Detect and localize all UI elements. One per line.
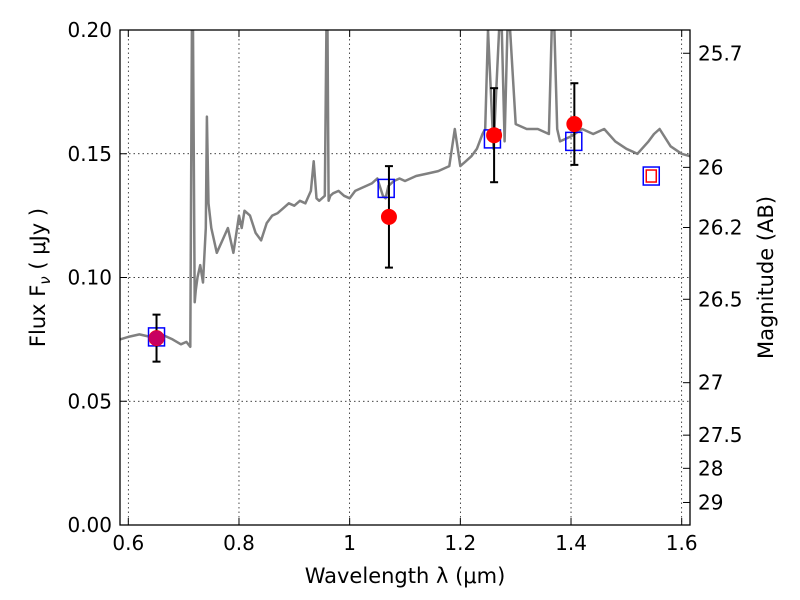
photometry-layer — [147, 82, 661, 363]
grid-lines — [120, 29, 690, 526]
x-tick-label: 1.6 — [666, 531, 698, 555]
spectrum-layer — [120, 30, 690, 349]
y-tick-label: 0.00 — [67, 513, 112, 537]
x-tick-label: 1.4 — [555, 531, 587, 555]
y-axis-label-unit: ( μJy ) — [26, 208, 50, 276]
observed-point — [566, 116, 583, 133]
tick-marks — [120, 29, 690, 526]
synthetic-photometry-square — [645, 169, 658, 183]
x-tick-label: 0.8 — [223, 531, 255, 555]
x-tick-label: 0.6 — [112, 531, 144, 555]
x-axis-label: Wavelength λ (μm) — [305, 564, 506, 588]
model-spectrum-line — [120, 30, 690, 349]
right-tick-label: 26 — [698, 155, 723, 179]
observed-point — [486, 127, 503, 144]
y-tick-label: 0.20 — [67, 18, 112, 42]
y-tick-label: 0.15 — [67, 142, 112, 166]
x-tick-label: 1.2 — [444, 531, 476, 555]
model-photometry-square — [377, 178, 395, 199]
right-tick-label: 27.5 — [698, 423, 743, 447]
y-axis-label-subscript: ν — [36, 276, 54, 284]
overlap-point — [149, 330, 165, 346]
right-tick-label: 26.2 — [698, 216, 743, 240]
x-tick-label: 1 — [343, 531, 356, 555]
model-photometry-square — [642, 166, 661, 186]
tick-labels: 0.6 0.8 1 1.2 1.4 1.6 0.00 0.05 0.10 0.15 0.20 25.7… — [67, 18, 742, 555]
right-tick-label: 29 — [698, 490, 723, 514]
y-axis-label-right: Magnitude (AB) — [754, 196, 778, 359]
y-axis-label-main: Flux F — [26, 285, 50, 347]
right-tick-label: 28 — [698, 456, 723, 480]
y-tick-label: 0.05 — [67, 389, 112, 413]
y-axis-label-left: Flux Fν ( μJy ) — [26, 208, 54, 347]
right-tick-label: 27 — [698, 371, 723, 395]
y-tick-label: 0.10 — [67, 266, 112, 290]
right-tick-label: 25.7 — [698, 41, 743, 65]
observed-point — [380, 208, 397, 225]
right-tick-label: 26.5 — [698, 287, 743, 311]
